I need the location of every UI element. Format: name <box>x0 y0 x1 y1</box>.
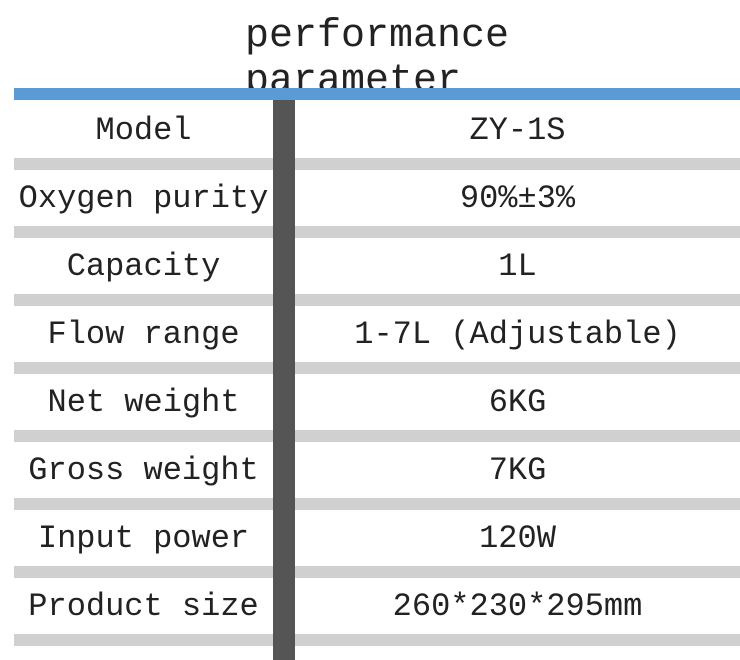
row-separator <box>14 226 740 238</box>
table-row: Gross weight 7KG <box>14 444 740 510</box>
value-cell: 7KG <box>488 452 547 489</box>
row-separator <box>14 158 740 170</box>
row-separator <box>14 634 740 646</box>
label-cell: Input power <box>37 520 250 557</box>
label-cell: Capacity <box>66 248 221 285</box>
label-cell: Flow range <box>47 316 240 353</box>
value-cell: 1-7L (Adjustable) <box>354 316 681 353</box>
title: performance parameter <box>245 14 510 104</box>
value-cell: 120W <box>479 520 556 557</box>
row-separator <box>14 294 740 306</box>
table-row: Input power 120W <box>14 512 740 578</box>
label-cell: Net weight <box>47 384 240 421</box>
value-cell: 260*230*295mm <box>392 588 643 625</box>
label-cell: Model <box>95 112 192 149</box>
table-row: Capacity 1L <box>14 240 740 306</box>
label-cell: Gross weight <box>28 452 259 489</box>
table-row: Model ZY-1S <box>14 104 740 170</box>
divider <box>273 100 295 660</box>
top-bar <box>14 88 740 100</box>
row-separator <box>14 498 740 510</box>
row-separator <box>14 430 740 442</box>
label-cell: Product size <box>28 588 259 625</box>
table-row: Net weight 6KG <box>14 376 740 442</box>
table-row: Oxygen purity 90%±3% <box>14 172 740 238</box>
table-row: Product size 260*230*295mm <box>14 580 740 646</box>
table-row: Flow range 1-7L (Adjustable) <box>14 308 740 374</box>
value-cell: 90%±3% <box>459 180 576 217</box>
value-cell: ZY-1S <box>469 112 566 149</box>
value-cell: 1L <box>498 248 537 285</box>
label-cell: Oxygen purity <box>18 180 269 217</box>
row-separator <box>14 566 740 578</box>
row-separator <box>14 362 740 374</box>
value-cell: 6KG <box>488 384 547 421</box>
